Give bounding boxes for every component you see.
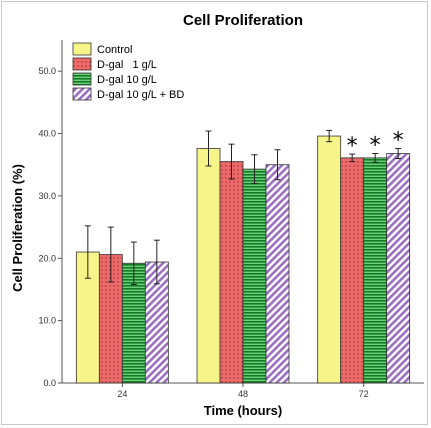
bar xyxy=(386,153,411,384)
legend-label: D-gal 10 g/L + BD xyxy=(97,89,184,101)
bar xyxy=(363,157,388,384)
y-axis-title: Cell Proliferation (%) xyxy=(10,164,25,292)
legend-label: D-gal 10 g/L xyxy=(97,74,157,86)
bar xyxy=(242,168,267,384)
bar xyxy=(265,164,290,384)
bar xyxy=(219,161,244,384)
bars xyxy=(75,135,411,384)
y-tick-label: 0.0 xyxy=(43,378,56,388)
chart-title: Cell Proliferation xyxy=(183,12,303,29)
significance-star: * xyxy=(393,129,404,154)
significance-markers: * * * xyxy=(347,129,404,160)
legend-swatch xyxy=(72,42,92,56)
legend-swatch xyxy=(72,87,92,101)
x-tick-label: 24 xyxy=(117,389,127,399)
error-bars xyxy=(84,129,402,285)
legend: Control D-gal 1 g/L D-gal 10 g/L D-gal 10 g… xyxy=(72,42,184,101)
legend-label: D-gal 1 g/L xyxy=(97,59,157,71)
bar xyxy=(196,148,221,384)
legend-swatch xyxy=(72,57,92,71)
significance-star: * xyxy=(370,134,381,159)
bar xyxy=(340,157,365,384)
legend-swatch xyxy=(72,72,92,86)
y-tick-label: 30.0 xyxy=(38,191,56,201)
x-axis-title: Time (hours) xyxy=(204,403,283,418)
bar xyxy=(317,135,342,384)
y-tick-label: 20.0 xyxy=(38,253,56,263)
x-tick-label: 72 xyxy=(359,389,369,399)
significance-star: * xyxy=(347,134,358,159)
y-tick-label: 50.0 xyxy=(38,66,56,76)
y-tick-label: 10.0 xyxy=(38,316,56,326)
legend-label: Control xyxy=(97,44,132,56)
y-tick-label: 40.0 xyxy=(38,129,56,139)
x-tick-label: 48 xyxy=(238,389,248,399)
